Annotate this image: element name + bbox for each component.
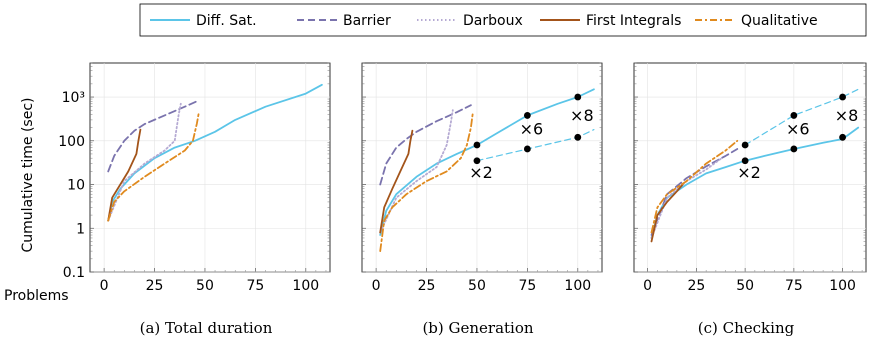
ratio-label: ×8 — [570, 106, 594, 125]
ratio-marker — [741, 141, 749, 149]
y-tick-label: 10 — [67, 178, 85, 194]
series-line-first-integrals — [650, 183, 684, 243]
panel-2: 0 25 50 75 100 ×2 ×6 ×8 (c) Checking — [633, 62, 867, 337]
series-line-qualitative — [379, 111, 474, 252]
ratio-marker — [523, 112, 531, 119]
series-line-qualitative — [107, 111, 200, 222]
series-line-qualitative — [650, 139, 739, 234]
legend-label-4: Qualitative — [741, 13, 818, 29]
x-tick-label: 25 — [146, 278, 164, 294]
x-tick-label: 50 — [196, 278, 214, 294]
legend: Diff. Sat. Barrier Darboux First Integrals Q… — [139, 3, 867, 37]
ratio-marker — [790, 145, 798, 153]
legend-label-3: First Integrals — [586, 13, 681, 29]
ratio-marker — [790, 112, 798, 119]
x-tick-label: 100 — [564, 278, 591, 294]
series-line-barrier — [107, 100, 198, 173]
x-tick-label: 0 — [643, 278, 652, 294]
ratio-marker — [473, 141, 481, 149]
panel-0: 0 25 50 75 100 0.1 1 10 100 10³ (a) Total duration — [58, 62, 331, 337]
ratio-marker — [741, 157, 749, 165]
series-line-diff-sat- — [107, 83, 323, 222]
series-line-darboux — [650, 157, 723, 239]
x-tick-label: 75 — [246, 278, 264, 294]
ratio-marker — [574, 133, 582, 141]
y-tick-label: 100 — [58, 134, 85, 150]
x-axis-label: Problems — [4, 288, 69, 304]
series-line-barrier — [379, 104, 472, 186]
x-tick-label: 100 — [829, 278, 856, 294]
legend-label-2: Darboux — [463, 13, 523, 29]
series-line-first-integrals — [379, 129, 414, 234]
ratio-label: ×2 — [737, 163, 761, 182]
legend-box — [139, 3, 867, 37]
series-line-darboux — [107, 102, 182, 222]
x-tick-label: 25 — [687, 278, 705, 294]
ratio-label: ×8 — [835, 106, 859, 125]
x-tick-label: 25 — [418, 278, 436, 294]
y-tick-label: 10³ — [62, 90, 85, 106]
series-line-diff-sat- — [379, 88, 595, 236]
x-tick-label: 50 — [468, 278, 486, 294]
series-line-diff-sat--dashed — [476, 129, 595, 162]
series-line-darboux — [379, 109, 454, 234]
legend-label-0: Diff. Sat. — [196, 13, 257, 29]
legend-label-1: Barrier — [343, 13, 391, 29]
panel-1: 0 25 50 75 100 ×2 ×6 ×8 (b) Generation — [361, 62, 603, 337]
ratio-label: ×2 — [469, 163, 493, 182]
x-tick-label: 75 — [518, 278, 536, 294]
ratio-marker — [574, 93, 582, 101]
ratio-marker — [839, 133, 847, 141]
series-line-barrier — [650, 148, 739, 236]
y-tick-label: 0.1 — [63, 265, 85, 281]
x-tick-label: 75 — [785, 278, 803, 294]
y-axis-label: Cumulative time (sec) — [20, 98, 36, 253]
panel-caption: (a) Total duration — [140, 319, 273, 337]
ratio-label: ×6 — [786, 119, 810, 138]
panel-caption: (b) Generation — [422, 319, 533, 337]
x-tick-label: 50 — [736, 278, 754, 294]
panel-caption: (c) Checking — [698, 319, 795, 337]
x-tick-label: 0 — [100, 278, 109, 294]
ratio-marker — [839, 93, 847, 101]
x-tick-label: 100 — [292, 278, 319, 294]
series-line-first-integrals — [107, 128, 142, 222]
ratio-marker — [523, 145, 531, 153]
plot-frame — [89, 62, 331, 273]
ratio-marker — [473, 157, 481, 165]
y-tick-label: 1 — [76, 221, 85, 237]
series-line-diff-sat--dashed — [744, 88, 859, 146]
ratio-label: ×6 — [520, 119, 544, 138]
x-tick-label: 0 — [372, 278, 381, 294]
